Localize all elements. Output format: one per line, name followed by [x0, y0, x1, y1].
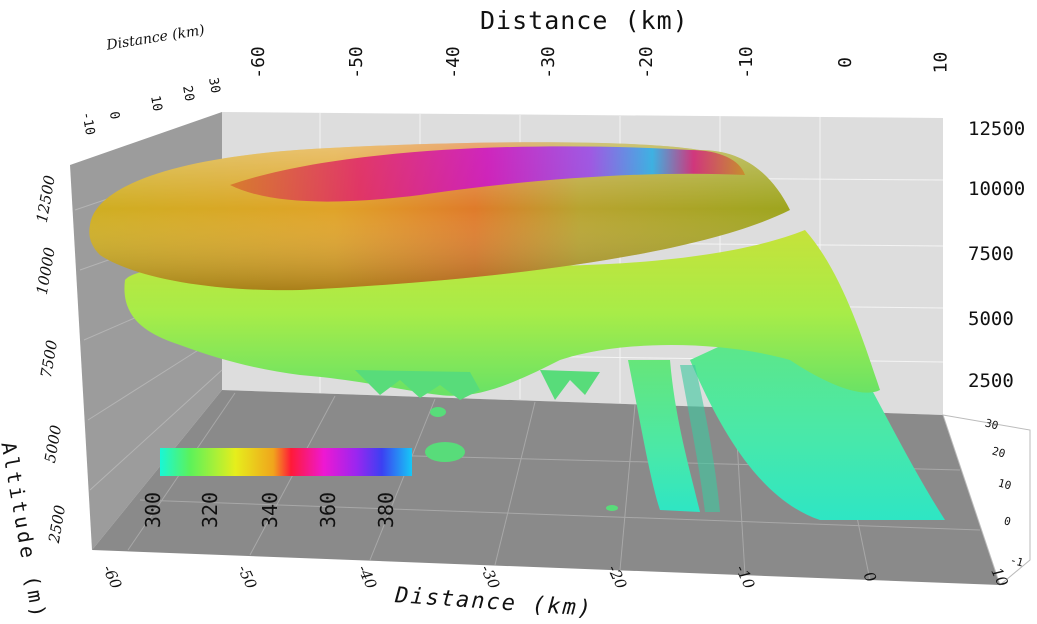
- plume-stem-left: [628, 360, 700, 512]
- right-altitude-tick: 12500: [968, 118, 1026, 140]
- top-tick: -40: [442, 46, 464, 79]
- colorbar-tick: 380: [374, 491, 399, 529]
- top-tick: -30: [537, 46, 559, 79]
- top-tick: -20: [635, 46, 657, 79]
- right-altitude-tick: 5000: [968, 308, 1014, 330]
- top-tick: -50: [345, 46, 367, 79]
- top-left-depth-tick: 20: [179, 84, 197, 103]
- colorbar-tick: 300: [141, 491, 166, 529]
- top-axis-title: Distance (km): [480, 6, 689, 35]
- top-tick: 0: [834, 57, 856, 68]
- colorbar-tick: 340: [258, 491, 283, 529]
- colorbar-tick: 360: [316, 491, 341, 529]
- plume-fragments: [355, 370, 618, 511]
- right-altitude-tick: 10000: [968, 178, 1026, 200]
- top-left-depth-tick: 30: [205, 76, 223, 95]
- top-tick: -10: [735, 46, 757, 79]
- colorbar-tick: 320: [198, 491, 223, 529]
- right-panel: [942, 414, 1031, 586]
- right-altitude-tick: 2500: [968, 370, 1014, 392]
- plume-stem-gap: [680, 365, 720, 512]
- plume-stem-right: [690, 300, 945, 520]
- right-altitude-tick: 7500: [968, 243, 1014, 265]
- top-left-depth-tick: 10: [147, 94, 165, 113]
- plume-anvil-top: [230, 146, 745, 202]
- top-tick: 10: [930, 51, 952, 74]
- top-tick: -60: [247, 46, 269, 79]
- colorbar: [160, 448, 412, 476]
